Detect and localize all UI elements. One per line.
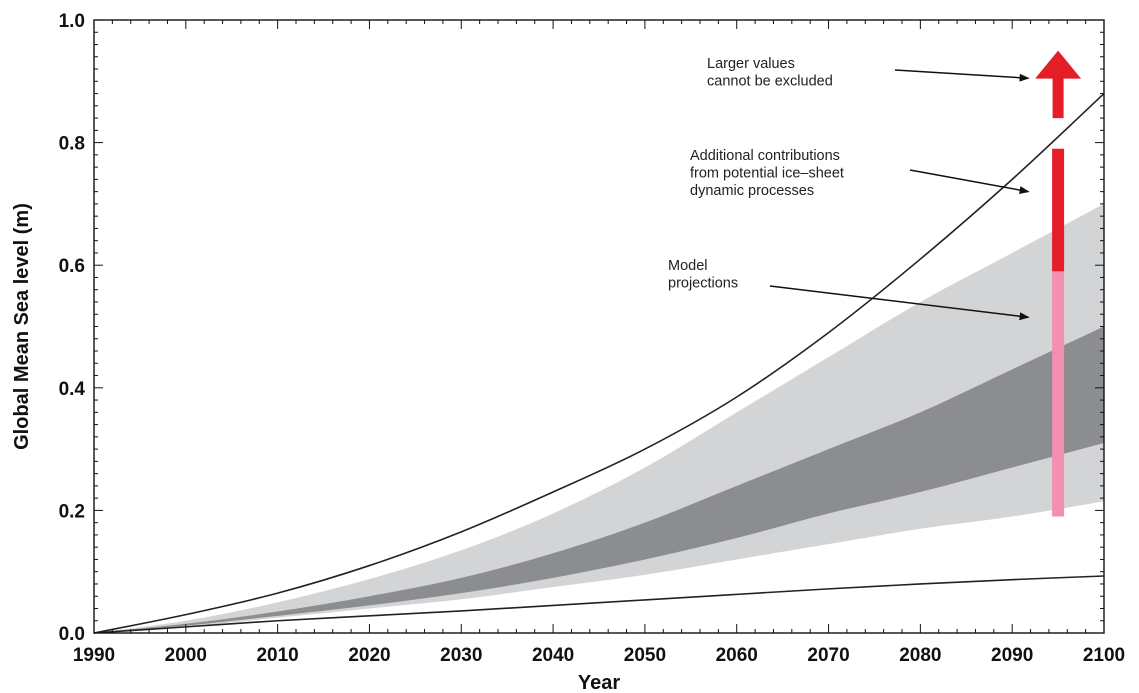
annotation-layer: Larger values cannot be excluded Additiona… [668, 56, 1030, 321]
bar-layer [1035, 50, 1082, 517]
line-layer [93, 92, 1105, 634]
y-tick-label: 0.2 [59, 501, 85, 522]
annotation-line: from potential ice–sheet [690, 166, 844, 182]
x-tick-label: 1990 [73, 645, 115, 666]
y-tick-label: 1.0 [59, 11, 85, 32]
x-tick-label: 2000 [165, 645, 207, 666]
x-tick-label: 2030 [440, 645, 482, 666]
annotation-line: dynamic processes [690, 183, 814, 199]
y-tick-label: 0.4 [59, 379, 86, 400]
y-tick-label: 0.8 [59, 134, 85, 155]
annotation-line: Additional contributions [690, 148, 840, 164]
x-tick-label: 2050 [624, 645, 666, 666]
annotation-arrow [909, 169, 1030, 194]
annotation-ice-sheet: Additional contributions from potential i… [690, 148, 844, 199]
annotation-line: Larger values [707, 56, 795, 72]
tick-layer: 1990 2000 2010 2020 2030 2040 2050 2060 2070 2080… [59, 11, 1126, 666]
annotation-line: Model [668, 258, 708, 274]
annotation-larger-values: Larger values cannot be excluded [707, 56, 833, 90]
y-tick-label: 0.6 [59, 256, 85, 277]
annotation-line: cannot be excluded [707, 74, 833, 90]
annotation-arrow [894, 69, 1030, 82]
larger-values-arrow [1035, 50, 1082, 119]
band-layer [94, 203, 1104, 633]
annotation-arrow [769, 285, 1030, 321]
lower-curve [93, 575, 1105, 634]
annotation-line: projections [668, 276, 738, 292]
x-tick-label: 2040 [532, 645, 574, 666]
inner-band [94, 326, 1104, 633]
model-projection-bar [1052, 271, 1065, 517]
x-tick-label: 2090 [991, 645, 1033, 666]
x-tick-label: 2060 [716, 645, 758, 666]
upper-curve [93, 92, 1105, 634]
x-axis-title: Year [578, 672, 620, 693]
ice-sheet-contribution-bar [1052, 148, 1065, 272]
x-tick-label: 2010 [256, 645, 298, 666]
y-tick-label: 0.0 [59, 624, 85, 645]
x-tick-label: 2100 [1083, 645, 1125, 666]
x-tick-label: 2070 [807, 645, 849, 666]
annotation-model-projections: Model projections [668, 258, 738, 292]
x-tick-label: 2080 [899, 645, 941, 666]
y-axis-title: Global Mean Sea level (m) [11, 203, 33, 450]
x-tick-label: 2020 [348, 645, 390, 666]
outer-band [94, 203, 1104, 633]
